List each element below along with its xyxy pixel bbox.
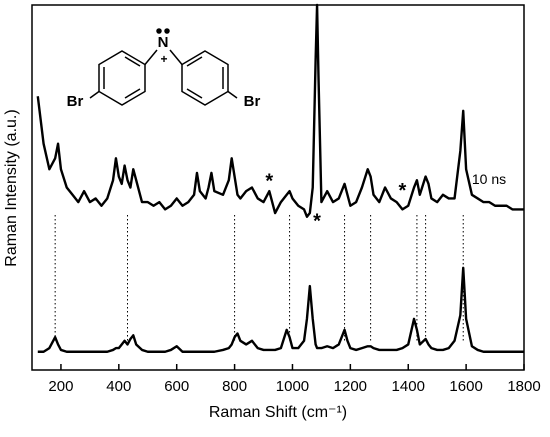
x-tick-label: 1600 (449, 378, 482, 395)
y-axis-title: Raman Intensity (a.u.) (3, 109, 20, 266)
x-tick-label: 1400 (392, 378, 425, 395)
x-tick-label: 400 (106, 378, 131, 395)
ring (98, 50, 146, 106)
annotation: * (265, 170, 273, 192)
annotation: 10 ns (472, 171, 506, 187)
double-bond (124, 88, 141, 99)
plot-frame (31, 4, 525, 371)
x-tick-label: 200 (48, 378, 73, 395)
spectrum-line (37, 266, 524, 353)
bond (89, 90, 100, 99)
lone-pair-dot (164, 28, 170, 34)
bond (169, 49, 183, 65)
double-bond (124, 56, 141, 67)
x-tick-label: 800 (222, 378, 247, 395)
annotation: * (313, 210, 321, 232)
atom-label: N (158, 34, 169, 51)
x-tick-label: 600 (164, 378, 189, 395)
charge-label: + (160, 52, 167, 66)
x-tick-label: 1200 (334, 378, 367, 395)
double-bond (186, 56, 203, 67)
x-tick-label: 1800 (507, 378, 540, 395)
bond (144, 49, 158, 65)
double-bond (186, 88, 203, 99)
atom-label: Br (244, 93, 261, 110)
bond (227, 90, 238, 99)
spectrum-line (36, 3, 524, 218)
molecule (89, 28, 238, 106)
annotation: * (399, 180, 407, 202)
ring (181, 50, 229, 106)
x-tick-label: 1000 (276, 378, 309, 395)
lone-pair-dot (156, 28, 162, 34)
x-axis-title: Raman Shift (cm⁻¹) (209, 404, 347, 421)
atom-label: Br (67, 93, 84, 110)
